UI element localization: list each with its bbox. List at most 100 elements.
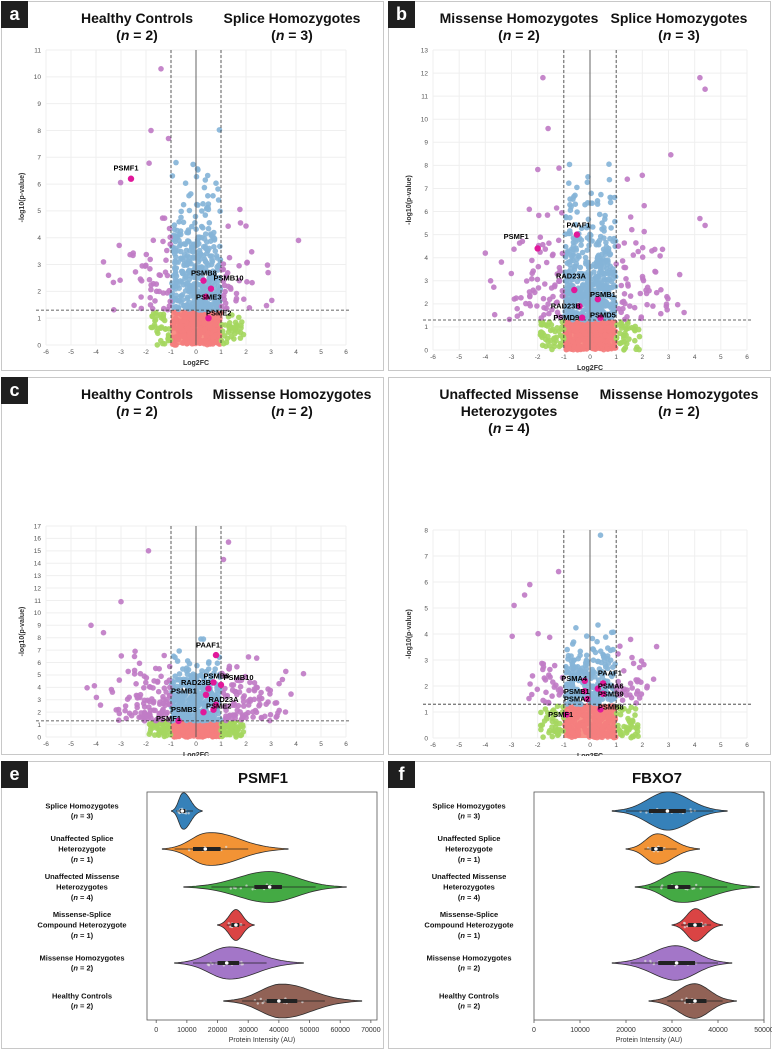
data-point xyxy=(167,298,173,305)
data-point xyxy=(202,177,209,183)
data-point xyxy=(140,700,147,707)
data-point xyxy=(518,295,524,301)
highlight-label-psmb8: PSMB8 xyxy=(204,672,230,681)
data-point xyxy=(621,291,628,297)
data-point xyxy=(172,271,178,278)
data-point xyxy=(172,310,179,316)
x-tick-label: 0 xyxy=(194,349,198,356)
data-point xyxy=(582,712,588,718)
group-label: Unaffected Missense xyxy=(432,872,507,881)
highlight-label-psmb8: PSMB8 xyxy=(191,268,217,277)
data-point xyxy=(145,548,152,554)
data-point xyxy=(208,674,215,680)
data-point xyxy=(521,592,528,598)
highlight-label-psmb1: PSMB1 xyxy=(590,290,616,299)
data-point xyxy=(175,689,181,695)
highlight-label-psme3: PSME3 xyxy=(196,292,221,301)
data-point xyxy=(570,639,577,645)
data-point xyxy=(567,269,574,276)
x-tick-label: 0 xyxy=(588,354,592,361)
data-point xyxy=(591,261,597,268)
data-point xyxy=(193,173,200,180)
data-point xyxy=(549,715,556,722)
data-point xyxy=(566,180,572,186)
highlight-point-psmb8 xyxy=(210,679,217,686)
x-tick-label: 30000 xyxy=(662,1027,682,1034)
y-tick-label: 14 xyxy=(34,561,42,568)
data-point xyxy=(534,686,541,693)
data-point xyxy=(560,704,566,710)
data-point xyxy=(590,291,597,297)
data-point xyxy=(569,274,576,281)
violin-sample-point xyxy=(649,959,652,963)
data-point xyxy=(282,709,289,715)
data-point xyxy=(630,252,637,258)
data-point xyxy=(617,643,623,649)
data-point xyxy=(632,712,638,718)
y-tick-label: 8 xyxy=(424,163,428,170)
data-point xyxy=(577,648,584,655)
highlight-point-psma6 xyxy=(594,685,602,692)
highlight-point-psmd5 xyxy=(597,314,604,321)
highlight-point-psmb9 xyxy=(599,690,607,697)
data-point xyxy=(148,722,154,728)
data-point xyxy=(241,296,247,303)
data-point xyxy=(93,694,100,701)
data-point xyxy=(582,254,589,261)
violin-sample-point xyxy=(683,1001,687,1004)
data-point xyxy=(590,657,597,663)
data-point xyxy=(208,727,215,733)
highlight-point-psmb8 xyxy=(200,277,207,284)
data-point xyxy=(200,252,207,259)
highlight-point-paaf1 xyxy=(599,680,607,687)
data-point xyxy=(582,201,588,208)
data-point xyxy=(171,724,178,730)
y-tick-label: 8 xyxy=(424,527,428,534)
data-point xyxy=(627,719,633,726)
data-point xyxy=(245,702,252,708)
x-axis-label: Protein Intensity (AU) xyxy=(229,1037,296,1044)
data-point xyxy=(158,325,164,332)
data-point xyxy=(529,691,535,698)
highlight-point-psmb10 xyxy=(207,285,215,292)
y-tick-label: 6 xyxy=(424,579,428,586)
highlight-point-rad23a xyxy=(571,286,578,294)
data-point xyxy=(579,344,586,350)
data-point xyxy=(214,278,221,285)
data-point xyxy=(551,662,558,669)
data-point xyxy=(529,257,535,264)
y-tick-label: 11 xyxy=(34,598,41,605)
data-point xyxy=(170,341,177,347)
data-point xyxy=(155,688,162,695)
data-point xyxy=(650,303,656,309)
data-point xyxy=(652,269,659,275)
data-point xyxy=(578,225,585,232)
panel-b-right-line1: Splice Homozygotes xyxy=(610,10,748,26)
data-point xyxy=(213,306,219,313)
data-point xyxy=(243,223,249,229)
data-point xyxy=(186,207,193,214)
data-point xyxy=(612,218,618,225)
data-point xyxy=(250,709,256,715)
data-point xyxy=(546,240,552,246)
data-point xyxy=(591,734,598,740)
data-point xyxy=(606,713,612,720)
data-point xyxy=(257,701,263,708)
data-point xyxy=(565,346,572,352)
data-point xyxy=(100,629,107,636)
highlight-point-paaf1 xyxy=(212,651,220,659)
x-tick-label: 40000 xyxy=(269,1027,289,1034)
data-point xyxy=(593,337,600,343)
data-point xyxy=(235,328,241,335)
data-point xyxy=(116,710,123,717)
data-point xyxy=(586,706,593,712)
y-tick-label: 5 xyxy=(37,672,41,679)
violin-median xyxy=(654,847,658,851)
data-point xyxy=(539,660,545,667)
x-tick-label: 5 xyxy=(319,349,323,356)
data-point xyxy=(211,713,218,719)
data-point xyxy=(249,279,255,286)
data-point xyxy=(91,683,98,689)
data-point xyxy=(242,673,249,680)
